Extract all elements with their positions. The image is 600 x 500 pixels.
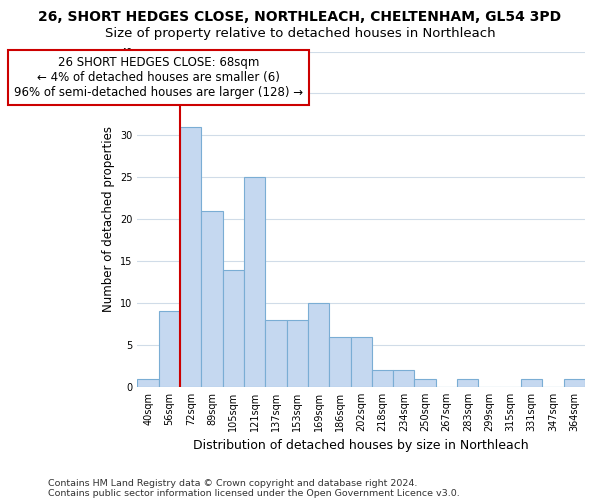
Bar (393, 370, 415, 387)
Text: Contains HM Land Registry data © Crown copyright and database right 2024.: Contains HM Land Registry data © Crown c… (48, 478, 418, 488)
Bar (159, 312, 180, 387)
Bar (329, 336, 350, 387)
Bar (563, 378, 585, 387)
X-axis label: Distribution of detached houses by size in Northleach: Distribution of detached houses by size … (193, 440, 529, 452)
Bar (415, 378, 436, 387)
Bar (180, 127, 202, 387)
Bar (244, 178, 265, 387)
Bar (202, 211, 223, 387)
Bar (223, 270, 244, 387)
Bar (521, 378, 542, 387)
Text: 26 SHORT HEDGES CLOSE: 68sqm
← 4% of detached houses are smaller (6)
96% of semi: 26 SHORT HEDGES CLOSE: 68sqm ← 4% of det… (14, 56, 303, 98)
Bar (137, 378, 159, 387)
Text: Size of property relative to detached houses in Northleach: Size of property relative to detached ho… (104, 28, 496, 40)
Bar (350, 336, 372, 387)
Bar (287, 320, 308, 387)
Bar (308, 303, 329, 387)
Text: Contains public sector information licensed under the Open Government Licence v3: Contains public sector information licen… (48, 488, 460, 498)
Y-axis label: Number of detached properties: Number of detached properties (101, 126, 115, 312)
Bar (457, 378, 478, 387)
Bar (265, 320, 287, 387)
Text: 26, SHORT HEDGES CLOSE, NORTHLEACH, CHELTENHAM, GL54 3PD: 26, SHORT HEDGES CLOSE, NORTHLEACH, CHEL… (38, 10, 562, 24)
Bar (372, 370, 393, 387)
